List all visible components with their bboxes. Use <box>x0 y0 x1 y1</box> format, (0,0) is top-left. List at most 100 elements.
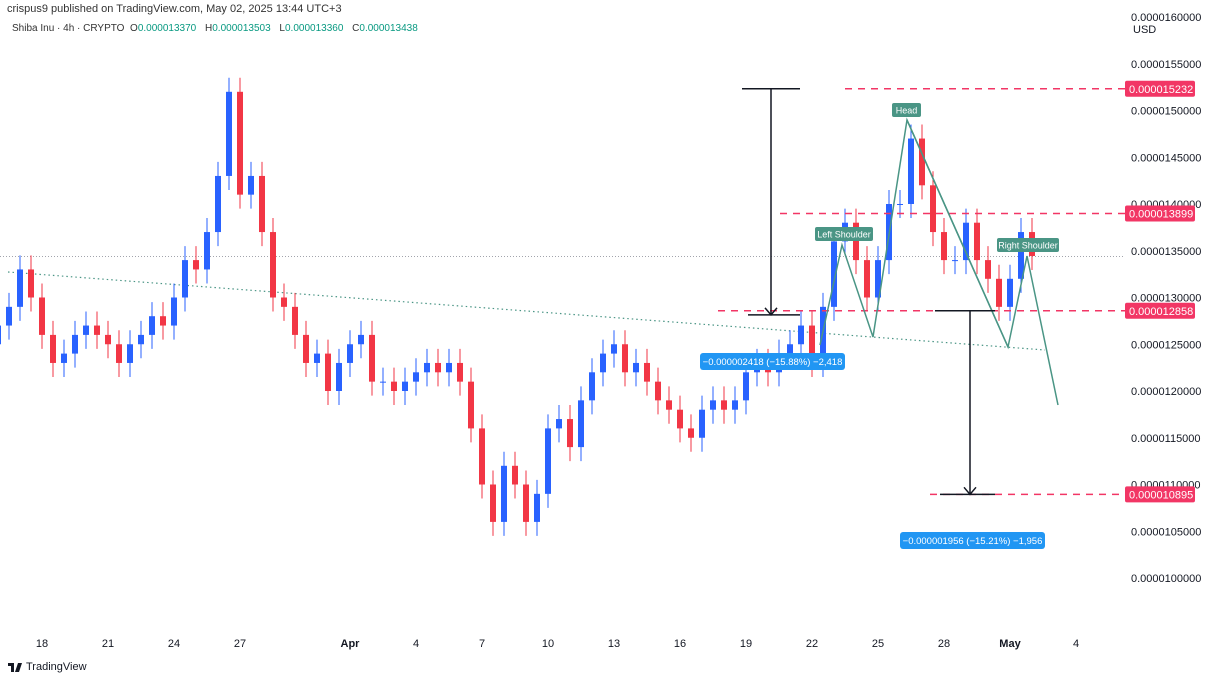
candle-body <box>215 175 221 233</box>
candle-body <box>666 400 672 410</box>
y-tick-label: 0.0000105000 <box>1131 526 1201 538</box>
candle-body <box>578 400 584 448</box>
candle-body <box>677 409 683 429</box>
candle <box>666 386 672 424</box>
candle-body <box>0 325 1 345</box>
candle <box>193 246 199 284</box>
candle-body <box>688 428 694 438</box>
candle <box>281 283 287 321</box>
currency-label: USD <box>1133 24 1156 36</box>
candle <box>325 339 331 406</box>
candle-body <box>39 297 45 335</box>
candle <box>347 330 353 377</box>
candle-body <box>600 353 606 373</box>
candle <box>622 330 628 387</box>
candle <box>600 339 606 387</box>
low-value: 0.000013360 <box>284 23 344 34</box>
measure-tool: −0.000001956 (−15.21%) −1,956 <box>900 310 1045 549</box>
candle-body <box>985 260 991 279</box>
candle-body <box>1018 232 1024 279</box>
candle <box>138 320 144 359</box>
candle <box>424 348 430 387</box>
level-price-label: 0.000013899 <box>1129 208 1193 220</box>
candle <box>1007 264 1013 321</box>
candle <box>435 348 441 387</box>
x-tick-label: 24 <box>168 638 180 650</box>
tradingview-logo[interactable]: TradingView <box>8 661 87 673</box>
candle <box>94 311 100 349</box>
candle-body <box>259 175 265 233</box>
candle <box>545 414 551 508</box>
candle <box>556 405 562 443</box>
candle <box>248 161 254 209</box>
candle <box>655 367 661 415</box>
candle-body <box>545 428 551 494</box>
candle <box>105 320 111 359</box>
candle-body <box>226 91 232 176</box>
candle <box>985 246 991 293</box>
candle-body <box>116 344 122 363</box>
candle-body <box>721 400 727 410</box>
y-tick-label: 0.0000125000 <box>1131 339 1201 351</box>
candle-body <box>237 91 243 195</box>
x-tick-label: 21 <box>102 638 114 650</box>
candle-body <box>655 381 661 401</box>
candle-body <box>138 334 144 345</box>
candle-body <box>369 334 375 382</box>
level-price-badge <box>1125 80 1195 97</box>
symbol-name: Shiba Inu · 4h · CRYPTO <box>12 23 125 34</box>
candle-body <box>435 362 441 373</box>
pattern-neck-line <box>906 119 1009 348</box>
y-tick-label: 0.0000150000 <box>1131 106 1201 118</box>
candle-body <box>171 297 177 326</box>
candle <box>160 302 166 340</box>
candle-body <box>864 260 870 298</box>
measure-label: −0.000001956 (−15.21%) −1,956 <box>903 536 1043 547</box>
candle <box>28 255 34 312</box>
candle <box>963 208 969 275</box>
symbol-legend: Shiba Inu · 4h · CRYPTO O0.000013370 H0.… <box>12 23 424 34</box>
candle <box>908 124 914 219</box>
candle <box>292 292 298 349</box>
candle <box>6 292 12 340</box>
candle <box>358 320 364 359</box>
candle <box>314 339 320 377</box>
x-tick-label: May <box>999 638 1021 650</box>
candle-body <box>952 260 958 262</box>
level-price-label: 0.000012858 <box>1129 306 1193 318</box>
candle-body <box>611 344 617 354</box>
candle <box>204 218 210 284</box>
candle-body <box>787 344 793 354</box>
candle <box>17 255 23 321</box>
candle <box>391 367 397 406</box>
open-value: 0.000013370 <box>137 23 197 34</box>
candle <box>402 367 408 406</box>
candle-body <box>270 232 276 298</box>
candle <box>259 161 265 247</box>
candle-body <box>919 138 925 186</box>
candle <box>534 479 540 536</box>
y-tick-label: 0.0000130000 <box>1131 293 1201 305</box>
candle <box>578 386 584 462</box>
candle <box>721 386 727 424</box>
candle-body <box>501 465 507 522</box>
y-tick-label: 0.0000100000 <box>1131 573 1201 585</box>
close-value: 0.000013438 <box>359 23 418 34</box>
open-label: O <box>130 23 138 34</box>
candle-body <box>512 465 518 485</box>
x-tick-label: 28 <box>938 638 950 650</box>
candle-body <box>358 334 364 345</box>
candle <box>226 77 232 190</box>
candle-body <box>424 362 430 373</box>
candle-body <box>314 353 320 363</box>
candle-body <box>974 222 980 261</box>
candle-body <box>402 381 408 391</box>
candle <box>72 320 78 368</box>
candle-body <box>853 222 859 261</box>
candle <box>732 386 738 424</box>
candle-body <box>908 138 914 204</box>
right-shoulder-box <box>997 238 1059 252</box>
candle-body <box>534 493 540 522</box>
candle <box>919 124 925 200</box>
